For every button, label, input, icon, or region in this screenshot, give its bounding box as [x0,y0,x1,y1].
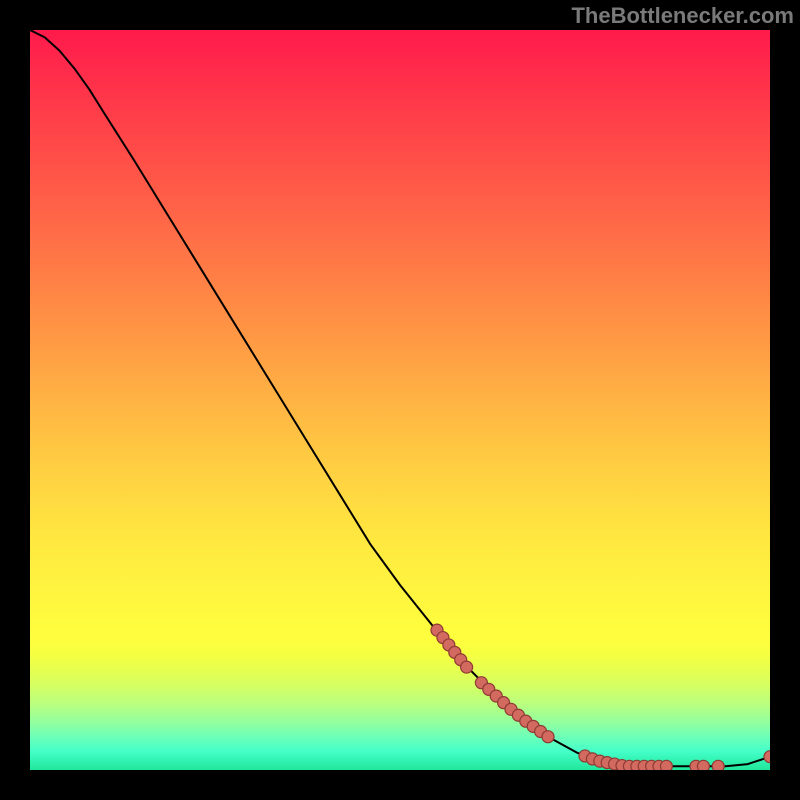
plot-svg [30,30,770,770]
data-marker [712,760,724,770]
data-marker [461,661,473,673]
plot-background [30,30,770,770]
chart-stage: TheBottlenecker.com [0,0,800,800]
plot-area [30,30,770,770]
data-marker [697,760,709,770]
data-marker [542,731,554,743]
watermark-text: TheBottlenecker.com [571,3,794,29]
data-marker [660,760,672,770]
